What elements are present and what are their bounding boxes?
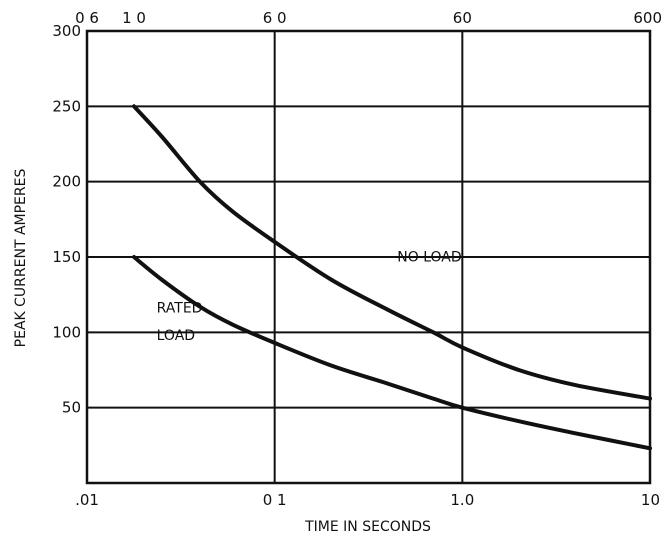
- y-tick-label: 100: [52, 323, 81, 341]
- y-tick-label: 300: [52, 22, 81, 40]
- plot-frame: [85, 29, 652, 485]
- x-tick-label: 0 1: [263, 491, 287, 509]
- annotations: NO LOAD RATED LOAD: [157, 250, 462, 344]
- x-tick-labels: .01 0 1 1.0 10: [75, 491, 660, 509]
- top-tick-labels: 0 6 1 0 6 0 60 600: [75, 9, 662, 27]
- x-tick-label: 10: [641, 491, 660, 509]
- top-tick-label: 1 0: [122, 9, 146, 27]
- x-tick-label: .01: [75, 491, 99, 509]
- y-axis-label: PEAK CURRENT AMPERES: [13, 169, 29, 348]
- x-tick-label: 1.0: [450, 491, 474, 509]
- top-tick-label: 600: [633, 9, 662, 27]
- annotation-label: RATED: [157, 301, 203, 317]
- x-axis-label: TIME IN SECONDS: [304, 519, 431, 535]
- curve-2: [132, 255, 652, 451]
- curve-1: [132, 104, 652, 401]
- top-tick-label: 6 0: [263, 9, 287, 27]
- curves: [132, 104, 652, 451]
- y-tick-label: 250: [52, 97, 81, 115]
- y-tick-label: 50: [62, 399, 81, 417]
- y-tick-labels: 300 250 200 150 100 50: [52, 22, 81, 417]
- annotation-label: NO LOAD: [397, 250, 461, 266]
- annotation-label: LOAD: [157, 328, 195, 344]
- y-tick-label: 200: [52, 173, 81, 191]
- y-tick-label: 150: [52, 248, 81, 266]
- top-tick-label: 60: [453, 9, 472, 27]
- grid-lines: [87, 30, 650, 483]
- top-tick-label: 0 6: [75, 9, 99, 27]
